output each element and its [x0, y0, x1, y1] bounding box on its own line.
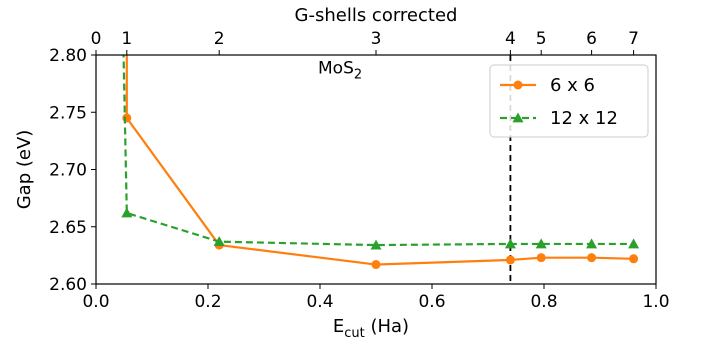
x-tick-label: 1.0	[642, 292, 669, 312]
material-annotation: MoS2	[318, 59, 362, 83]
x-tick-label: 0.2	[194, 292, 221, 312]
data-point-1-6	[628, 238, 640, 249]
top-tick-label: 6	[586, 29, 597, 49]
x-axis-label: Ecut (Ha)	[333, 316, 409, 341]
data-point-1-0	[121, 207, 133, 218]
legend-marker-1	[512, 112, 524, 123]
top-tick-label: 1	[121, 29, 132, 49]
data-point-1-1	[213, 236, 225, 247]
series-line-1	[122, 55, 634, 247]
top-tick-label: 3	[371, 29, 382, 49]
data-point-1-2	[370, 239, 382, 250]
y-tick-label: 2.70	[49, 161, 87, 181]
top-tick-label: 5	[536, 29, 547, 49]
top-tick-label: 7	[628, 29, 639, 49]
x-tick-label: 0.8	[530, 292, 557, 312]
legend-label-1: 12 x 12	[550, 108, 618, 129]
data-point-1-3	[504, 238, 516, 249]
y-tick-label: 2.75	[49, 103, 87, 123]
data-point-0-0	[122, 113, 132, 123]
y-tick-label: 2.80	[49, 46, 87, 66]
data-point-0-6	[629, 254, 639, 264]
y-axis-label: Gap (eV)	[14, 130, 35, 210]
legend-box	[489, 64, 649, 138]
top-axis-label: G-shells corrected	[295, 5, 458, 26]
x-tick-label: 0.0	[82, 292, 109, 312]
top-tick-label: 2	[214, 29, 225, 49]
data-point-1-4	[535, 238, 547, 249]
series-line-0	[125, 55, 634, 266]
data-point-1-5	[586, 238, 598, 249]
legend-label-0: 6 x 6	[550, 75, 595, 96]
top-tick-label: 0	[91, 29, 102, 49]
data-point-0-4	[536, 253, 546, 263]
data-point-0-2	[371, 260, 381, 270]
data-point-0-3	[505, 255, 515, 265]
data-point-0-5	[587, 253, 597, 263]
x-tick-label: 0.6	[418, 292, 445, 312]
top-tick-label: 4	[505, 29, 516, 49]
y-tick-label: 2.65	[49, 218, 87, 238]
x-tick-label: 0.4	[306, 292, 333, 312]
legend-marker-0	[513, 80, 523, 90]
y-tick-label: 2.60	[49, 275, 87, 295]
